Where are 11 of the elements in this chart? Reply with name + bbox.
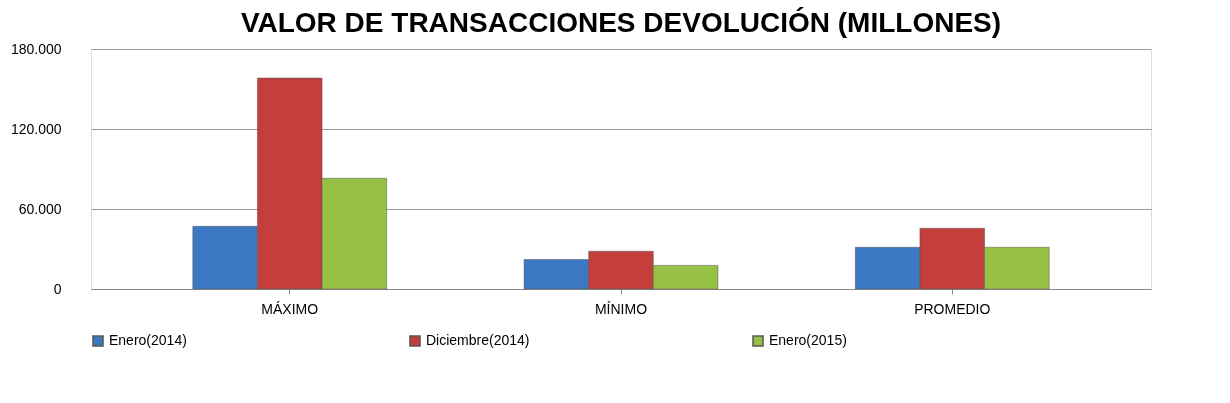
legend-label: Enero(2014) [109,332,187,348]
chart-title: VALOR DE TRANSACCIONES DEVOLUCIÓN (MILLONES) [240,7,1002,38]
legend-label: Enero(2015) [769,332,847,348]
y-tick-label: 180.000 [10,40,62,57]
legend-label: Diciembre(2014) [426,332,530,348]
x-tick-label: MÁXIMO [261,300,319,317]
y-tick-label: 0 [53,280,62,297]
x-tick-label: PROMEDIO [914,300,991,317]
x-tick-label: MÍNIMO [594,300,648,317]
y-tick-label: 120.000 [10,120,62,137]
y-tick-label: 60.000 [18,200,62,217]
